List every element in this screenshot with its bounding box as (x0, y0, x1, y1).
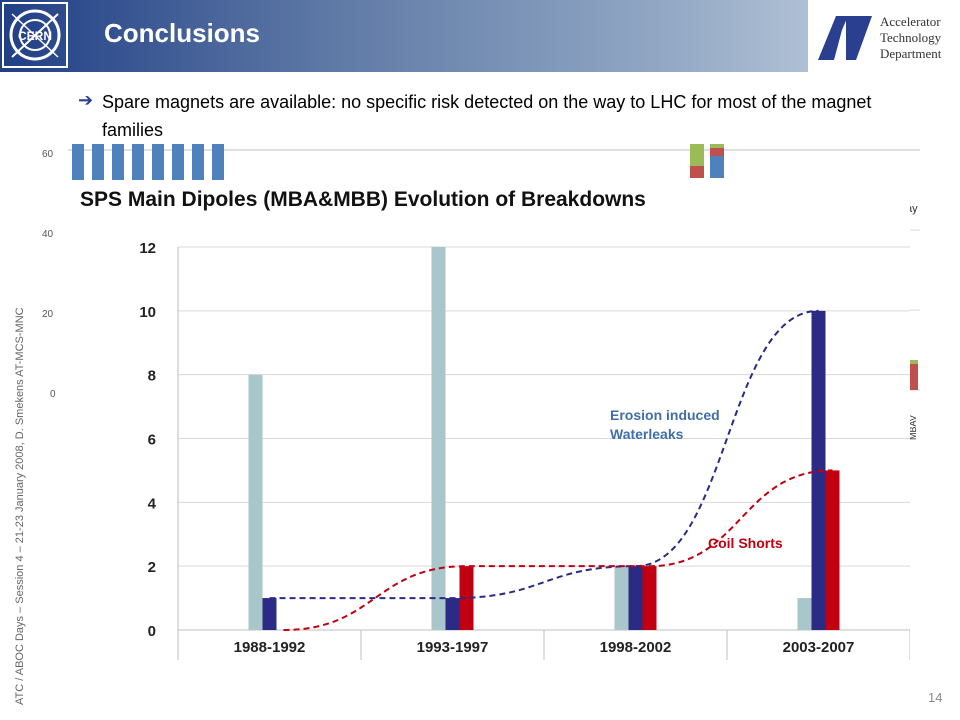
bg-stacked-bars (690, 144, 918, 390)
cern-logo: CERN (2, 2, 68, 68)
header-banner: CERN Conclusions Accelerator Technology … (0, 0, 960, 72)
chart-bar-s3-1993-1997 (459, 566, 474, 630)
right-arrow-icon: ➔ (78, 90, 94, 110)
dept-line-3: Department (880, 46, 942, 61)
chart-bar-s1-1993-1997 (431, 247, 446, 630)
bg-partial-label-mbav: MBAV (908, 415, 918, 440)
bg-tick-20: 20 (42, 309, 54, 320)
department-logo: Accelerator Technology Department (808, 0, 960, 72)
chart-bar-s1-2003-2007 (797, 598, 812, 630)
coil-shorts-trend-line (283, 469, 833, 631)
dept-line-1: Accelerator (880, 14, 941, 29)
bg-tick-60: 60 (42, 149, 54, 160)
chart-bar-s2-1993-1997 (445, 598, 460, 630)
y-tick-label: 8 (148, 368, 156, 385)
chart-bar-s1-1998-2002 (614, 566, 629, 630)
at-logo-icon (818, 16, 872, 60)
page-number: 14 (928, 690, 943, 705)
breakdown-chart-panel: SPS Main Dipoles (MBA&MBB) Evolution of … (66, 180, 910, 660)
x-tick-label: 1998-2002 (600, 639, 672, 656)
background-chart: 60 40 20 0 ay MBAV (42, 144, 920, 440)
chart-bar-s2-1988-1992 (262, 598, 277, 630)
chart-bar-s3-1998-2002 (642, 566, 657, 630)
y-tick-label: 2 (148, 559, 156, 576)
chart-title: SPS Main Dipoles (MBA&MBB) Evolution of … (80, 188, 646, 211)
y-tick-label: 0 (148, 623, 156, 640)
bg-blue-bars (72, 144, 224, 184)
bullet-text: Spare magnets are available: no specific… (102, 92, 872, 140)
y-tick-label: 12 (139, 240, 156, 257)
sidebar-footer-text: ATC / ABOC Days – Session 4 – 21-23 Janu… (14, 307, 26, 705)
y-tick-label: 10 (139, 304, 156, 321)
bg-tick-40: 40 (42, 229, 54, 240)
breakdown-chart: 0 2 4 6 8 10 12 1988-1992 1993-1997 1998-2002 2003… (139, 240, 910, 660)
y-tick-label: 6 (148, 432, 156, 449)
x-tick-label: 1993-1997 (417, 639, 489, 656)
x-tick-label: 2003-2007 (783, 639, 855, 656)
y-tick-label: 4 (148, 495, 157, 512)
annotation-coil-shorts: Coil Shorts (708, 535, 783, 551)
x-tick-label: 1988-1992 (234, 639, 306, 656)
svg-text:CERN: CERN (18, 29, 52, 43)
annotation-waterleaks: Waterleaks (610, 426, 684, 442)
chart-bar-s3-2003-2007 (825, 470, 840, 630)
page-title: Conclusions (104, 18, 261, 48)
bg-tick-0: 0 (50, 389, 56, 400)
chart-bar-s1-1988-1992 (248, 374, 263, 630)
dept-line-2: Technology (880, 30, 942, 45)
annotation-erosion: Erosion induced (610, 407, 720, 423)
waterleaks-trend-line (269, 309, 819, 600)
chart-bar-s2-1998-2002 (628, 566, 643, 630)
